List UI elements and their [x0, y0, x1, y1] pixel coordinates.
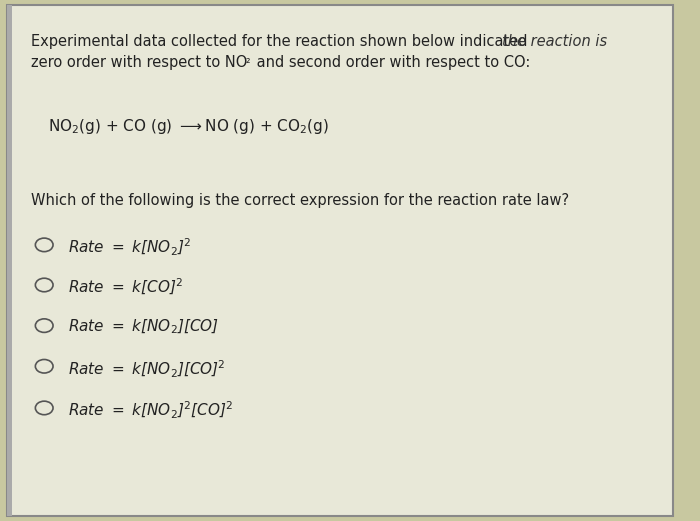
- Text: ₂: ₂: [246, 55, 250, 65]
- Text: the reaction is: the reaction is: [502, 34, 607, 49]
- Bar: [7, 5, 12, 516]
- Text: zero order with respect to NO: zero order with respect to NO: [31, 55, 247, 70]
- Text: Rate $=$ $k$[NO$_2$][CO]: Rate $=$ $k$[NO$_2$][CO]: [68, 318, 219, 336]
- Text: Rate $=$ $k$[CO]$^2$: Rate $=$ $k$[CO]$^2$: [68, 277, 183, 297]
- Text: Rate $=$ $k$[NO$_2$]$^2$: Rate $=$ $k$[NO$_2$]$^2$: [68, 237, 191, 258]
- Text: Which of the following is the correct expression for the reaction rate law?: Which of the following is the correct ex…: [31, 193, 568, 208]
- Text: Rate $=$ $k$[NO$_2$]$^2$[CO]$^2$: Rate $=$ $k$[NO$_2$]$^2$[CO]$^2$: [68, 400, 233, 421]
- Text: and second order with respect to CO:: and second order with respect to CO:: [251, 55, 530, 70]
- Text: Experimental data collected for the reaction shown below indicated: Experimental data collected for the reac…: [31, 34, 532, 49]
- FancyBboxPatch shape: [7, 5, 673, 516]
- Text: NO$_2$(g) + CO (g) $\longrightarrow$NO (g) + CO$_2$(g): NO$_2$(g) + CO (g) $\longrightarrow$NO (…: [48, 117, 329, 136]
- Text: Rate $=$ $k$[NO$_2$][CO]$^2$: Rate $=$ $k$[NO$_2$][CO]$^2$: [68, 358, 225, 379]
